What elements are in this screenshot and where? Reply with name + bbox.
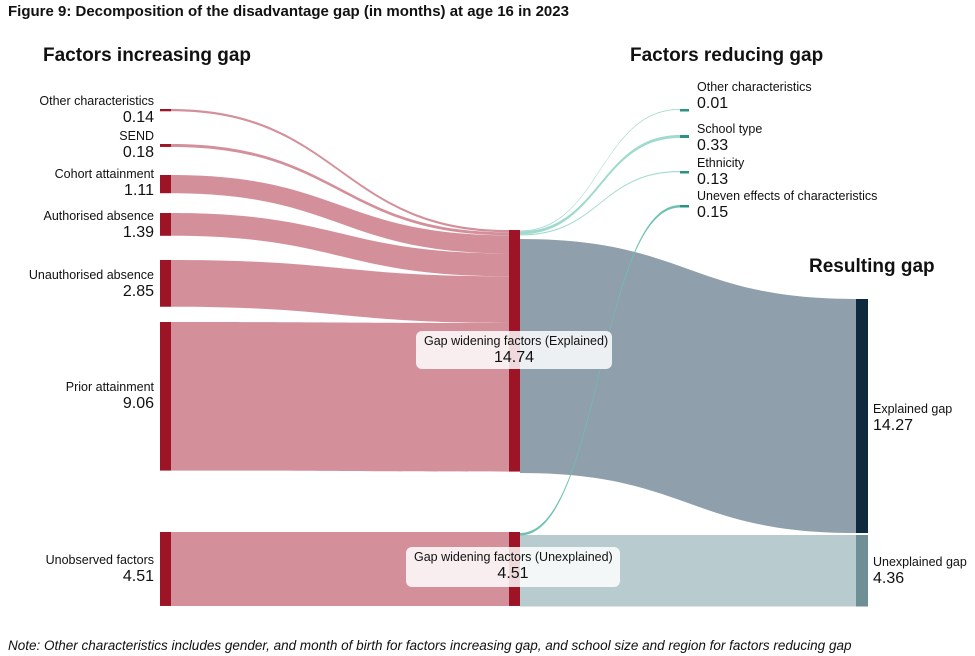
node-unexplained-gap: [856, 535, 868, 607]
label-unexplained-gap: Unexplained gap 4.36: [873, 555, 967, 587]
node-prior-attainment: [160, 322, 171, 471]
label-send: SEND 0.18: [119, 129, 154, 161]
node-ethnicity: [680, 171, 689, 174]
label-unobserved-factors: Unobserved factors 4.51: [45, 553, 154, 585]
label-authorised-absence: Authorised absence 1.39: [43, 209, 155, 241]
label-gap-widening-explained: Gap widening factors (Explained) 14.74: [416, 331, 612, 369]
link-explained-to-explained-gap: [520, 239, 856, 534]
node-uneven-effects: [680, 205, 689, 208]
node-school-type: [680, 135, 689, 138]
link-school-type: [520, 135, 680, 235]
link-other-characteristics-reduce: [520, 109, 680, 232]
node-other-characteristics-reduce: [680, 109, 689, 112]
label-cohort-attainment: Cohort attainment 1.11: [54, 167, 154, 199]
label-prior-attainment: Prior attainment 9.06: [65, 380, 154, 412]
label-uneven-effects: Uneven effects of characteristics 0.15: [697, 189, 878, 221]
link-uneven-effects: [520, 205, 680, 536]
header-increasing: Factors increasing gap: [43, 45, 252, 66]
node-unobserved-factors: [160, 532, 171, 606]
footnote: Note: Other characteristics includes gen…: [8, 638, 852, 653]
node-explained-gap: [856, 299, 868, 534]
header-resulting: Resulting gap: [809, 256, 935, 277]
link-other-characteristics-increase: [171, 109, 509, 233]
link-authorised-absence: [171, 213, 509, 277]
link-unauthorised-absence: [171, 260, 509, 323]
node-send: [160, 144, 171, 147]
node-cohort-attainment: [160, 175, 171, 194]
node-other-characteristics-increase: [160, 109, 171, 112]
label-ethnicity: Ethnicity 0.13: [697, 156, 745, 188]
label-gap-widening-unexplained: Gap widening factors (Unexplained) 4.51: [406, 547, 620, 587]
node-authorised-absence: [160, 213, 171, 236]
label-explained-gap: Explained gap 14.27: [873, 402, 953, 434]
label-school-type: School type 0.33: [697, 122, 763, 154]
link-cohort-attainment: [171, 175, 509, 254]
link-send: [171, 144, 509, 236]
figure-title: Figure 9: Decomposition of the disadvant…: [8, 3, 569, 20]
header-reducing: Factors reducing gap: [630, 45, 824, 66]
link-ethnicity: [520, 171, 680, 236]
label-other-characteristics-increase: Other characteristics 0.14: [39, 94, 154, 126]
label-unauthorised-absence: Unauthorised absence 2.85: [28, 268, 154, 300]
node-unauthorised-absence: [160, 260, 171, 307]
label-other-characteristics-reduce: Other characteristics 0.01: [697, 80, 812, 112]
